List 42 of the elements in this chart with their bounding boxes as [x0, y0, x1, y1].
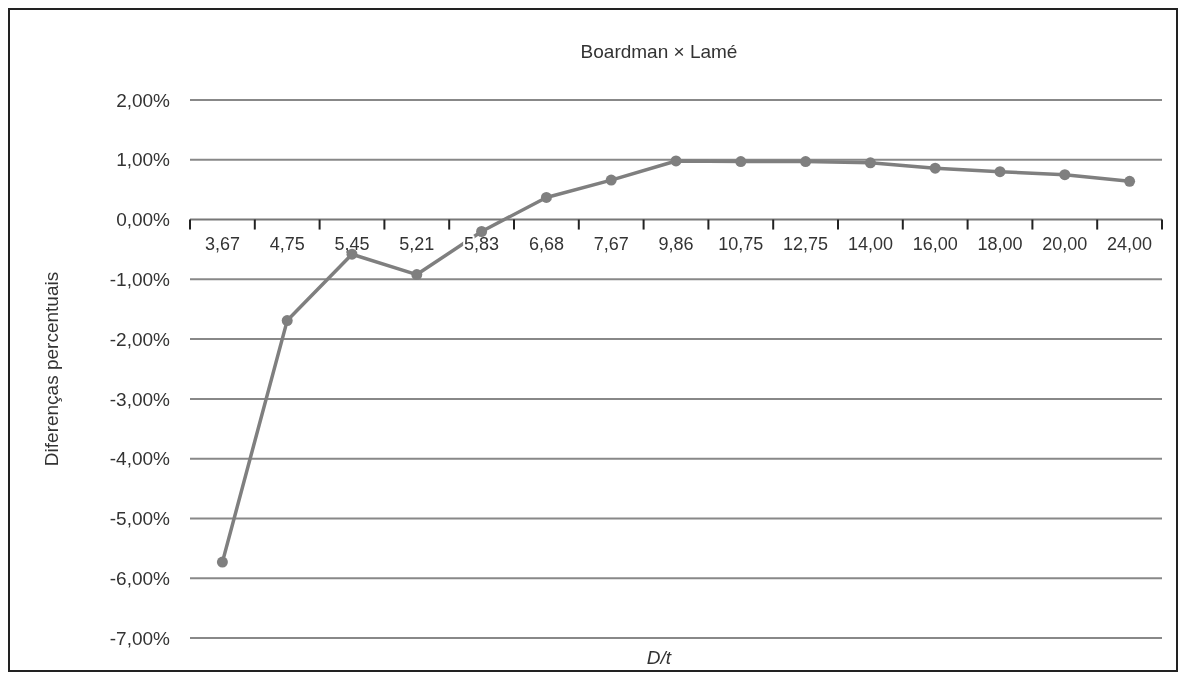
point	[929, 162, 941, 174]
x-tick-label: 14,00	[847, 233, 893, 254]
y-tick-label: 0,00%	[116, 209, 171, 231]
point	[1124, 175, 1136, 187]
y-tick-label: -6,00%	[109, 567, 171, 589]
x-axis-title: D/t	[646, 647, 672, 668]
x-tick-label: 4,75	[269, 233, 305, 254]
y-tick-label: 2,00%	[116, 89, 171, 111]
y-tick-label: -5,00%	[109, 508, 171, 530]
x-tick-label: 6,68	[528, 233, 564, 254]
x-tick-label: 7,67	[593, 233, 629, 254]
point	[281, 315, 293, 327]
x-tick-label: 20,00	[1042, 233, 1088, 254]
x-tick-label: 5,83	[464, 233, 500, 254]
x-tick-label: 9,86	[658, 233, 694, 254]
y-tick-label: -1,00%	[109, 268, 171, 290]
y-axis-title: Diferenças percentuais	[41, 271, 62, 467]
y-tick-label: -4,00%	[109, 448, 171, 470]
point	[1059, 169, 1071, 181]
y-tick-label: -3,00%	[109, 388, 171, 410]
point	[216, 556, 228, 568]
point	[864, 157, 876, 169]
x-tick-label: 5,21	[399, 233, 435, 254]
x-tick-label: 16,00	[912, 233, 958, 254]
point	[994, 166, 1006, 178]
x-tick-label: 18,00	[977, 233, 1023, 254]
x-tick-label: 3,67	[204, 233, 240, 254]
chart-title: Boardman × Lamé	[580, 41, 738, 62]
point	[476, 226, 488, 238]
y-tick-label: -2,00%	[109, 328, 171, 350]
point	[735, 156, 747, 168]
x-tick-label: 24,00	[1107, 233, 1153, 254]
x-tick-label: 5,45	[334, 233, 370, 254]
point	[540, 191, 552, 203]
point	[411, 269, 423, 281]
x-tick-label: 10,75	[718, 233, 764, 254]
y-tick-label: -7,00%	[109, 627, 171, 649]
point	[605, 174, 617, 186]
y-tick-label: 1,00%	[116, 149, 171, 171]
x-tick-label: 12,75	[783, 233, 829, 254]
point	[670, 155, 682, 167]
point	[800, 156, 812, 168]
